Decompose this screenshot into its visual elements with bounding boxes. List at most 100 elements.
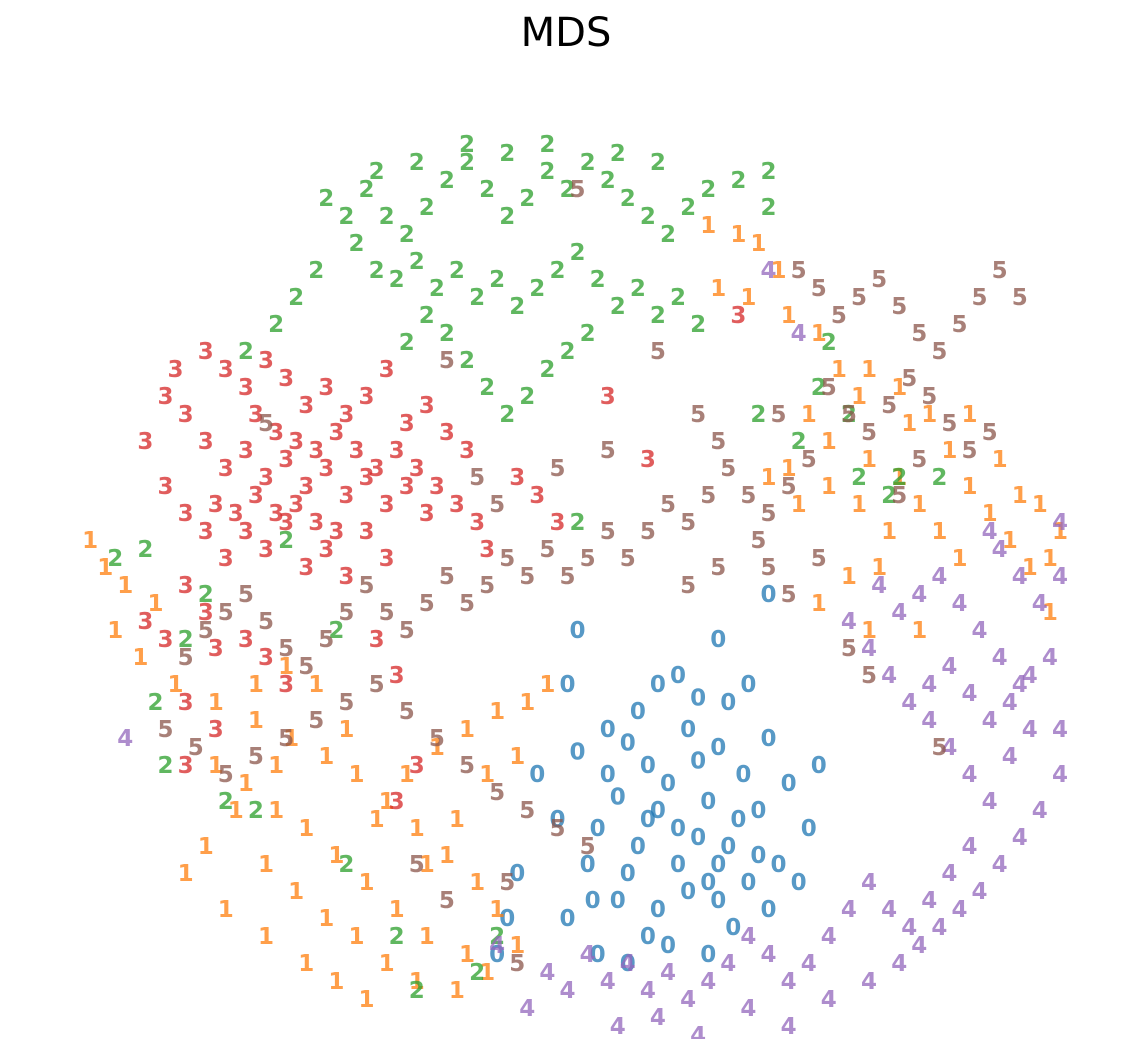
point-digit-4: 4 [740, 924, 756, 950]
point-digit-0: 0 [710, 888, 726, 914]
point-digit-0: 0 [801, 816, 817, 842]
point-digit-3: 3 [218, 456, 234, 482]
point-digit-2: 2 [559, 339, 575, 365]
point-digit-0: 0 [660, 933, 676, 959]
point-digit-2: 2 [379, 204, 395, 230]
point-digit-2: 2 [318, 186, 334, 212]
point-digit-5: 5 [1012, 285, 1028, 311]
point-digit-1: 1 [941, 438, 957, 464]
point-digit-5: 5 [459, 753, 475, 779]
point-digit-3: 3 [439, 420, 455, 446]
point-digit-3: 3 [218, 357, 234, 383]
point-digit-0: 0 [680, 879, 696, 905]
point-digit-2: 2 [499, 402, 515, 428]
point-digit-1: 1 [399, 762, 415, 788]
point-digit-5: 5 [680, 573, 696, 599]
point-digit-3: 3 [308, 438, 324, 464]
point-digit-4: 4 [700, 969, 716, 995]
point-digit-5: 5 [911, 447, 927, 473]
point-digit-3: 3 [429, 474, 445, 500]
point-digit-1: 1 [821, 429, 837, 455]
point-digit-4: 4 [941, 861, 957, 887]
point-digit-1: 1 [489, 897, 505, 923]
point-digit-2: 2 [489, 924, 505, 950]
point-digit-5: 5 [971, 285, 987, 311]
point-digit-4: 4 [941, 735, 957, 761]
point-digit-2: 2 [931, 465, 947, 491]
point-digit-5: 5 [861, 420, 877, 446]
point-digit-1: 1 [208, 753, 224, 779]
point-digit-1: 1 [298, 951, 314, 977]
point-digit-0: 0 [700, 789, 716, 815]
point-digit-1: 1 [419, 924, 435, 950]
point-digit-4: 4 [559, 978, 575, 1004]
point-digit-4: 4 [791, 321, 807, 347]
point-digit-0: 0 [770, 852, 786, 878]
point-digit-1: 1 [298, 816, 314, 842]
point-digit-4: 4 [982, 708, 998, 734]
point-digit-4: 4 [760, 942, 776, 968]
point-digit-2: 2 [881, 483, 897, 509]
point-digit-1: 1 [1022, 555, 1038, 581]
point-digit-3: 3 [399, 474, 415, 500]
point-digit-0: 0 [760, 897, 776, 923]
point-digit-0: 0 [509, 861, 525, 887]
point-digit-5: 5 [831, 303, 847, 329]
point-digit-5: 5 [770, 402, 786, 428]
point-digit-1: 1 [992, 447, 1008, 473]
point-digit-3: 3 [409, 456, 425, 482]
point-digit-3: 3 [348, 438, 364, 464]
point-digit-3: 3 [288, 429, 304, 455]
point-digit-3: 3 [529, 483, 545, 509]
point-digit-0: 0 [650, 897, 666, 923]
point-digit-5: 5 [951, 312, 967, 338]
point-digit-3: 3 [278, 672, 294, 698]
point-digit-1: 1 [831, 357, 847, 383]
point-digit-5: 5 [318, 627, 334, 653]
point-digit-4: 4 [931, 915, 947, 941]
point-digit-1: 1 [982, 501, 998, 527]
point-digit-5: 5 [801, 447, 817, 473]
point-digit-3: 3 [328, 420, 344, 446]
point-digit-3: 3 [258, 465, 274, 491]
point-digit-1: 1 [358, 870, 374, 896]
point-digit-0: 0 [720, 834, 736, 860]
point-digit-1: 1 [218, 897, 234, 923]
point-digit-5: 5 [851, 285, 867, 311]
point-digit-1: 1 [208, 690, 224, 716]
point-digit-1: 1 [851, 384, 867, 410]
point-digit-5: 5 [620, 546, 636, 572]
point-digit-5: 5 [891, 294, 907, 320]
point-digit-1: 1 [268, 798, 284, 824]
point-digit-1: 1 [379, 789, 395, 815]
point-digit-2: 2 [429, 276, 445, 302]
point-digit-5: 5 [559, 564, 575, 590]
point-digit-2: 2 [369, 159, 385, 185]
point-digit-2: 2 [369, 258, 385, 284]
point-digit-3: 3 [278, 510, 294, 536]
point-digit-0: 0 [610, 888, 626, 914]
point-digit-4: 4 [720, 951, 736, 977]
point-digit-3: 3 [730, 303, 746, 329]
point-digit-3: 3 [409, 753, 425, 779]
point-digit-3: 3 [178, 690, 194, 716]
point-digit-3: 3 [298, 474, 314, 500]
point-digit-3: 3 [358, 519, 374, 545]
point-digit-0: 0 [640, 807, 656, 833]
point-digit-3: 3 [178, 573, 194, 599]
point-digit-4: 4 [620, 951, 636, 977]
point-digit-4: 4 [600, 969, 616, 995]
point-digit-4: 4 [992, 852, 1008, 878]
point-digit-4: 4 [941, 654, 957, 680]
point-digit-0: 0 [670, 852, 686, 878]
point-digit-5: 5 [469, 465, 485, 491]
point-digit-5: 5 [439, 348, 455, 374]
point-digit-0: 0 [585, 888, 601, 914]
point-digit-1: 1 [318, 744, 334, 770]
point-digit-1: 1 [97, 555, 113, 581]
point-digit-4: 4 [1052, 564, 1068, 590]
point-digit-5: 5 [982, 420, 998, 446]
point-digit-2: 2 [288, 285, 304, 311]
point-digit-4: 4 [921, 708, 937, 734]
point-digit-2: 2 [107, 546, 123, 572]
